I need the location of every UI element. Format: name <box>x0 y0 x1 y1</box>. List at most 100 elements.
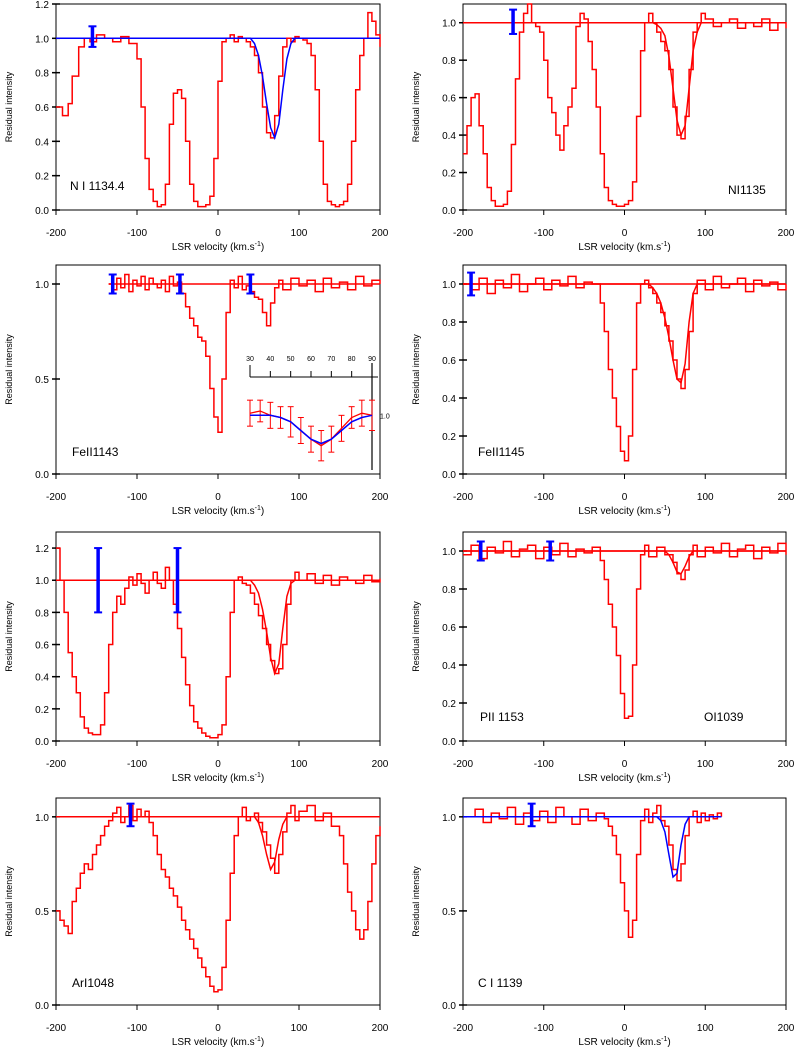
component-marker <box>546 540 555 562</box>
x-tick-label: 0 <box>622 228 628 239</box>
x-tick-label: -100 <box>534 228 554 239</box>
inset-tick-label: 70 <box>327 356 335 363</box>
component-marker <box>509 8 518 35</box>
y-tick-label: 0.5 <box>35 375 49 386</box>
chart-panel-8: -200 -100 0 100 200 0.0 0.5 1.0 LSR velocity (km… <box>411 797 795 1048</box>
x-axis-label: LSR velocity (km.s-1) <box>578 772 670 784</box>
x-tick-label: 200 <box>778 759 795 770</box>
y-axis-label: Residual intensity <box>4 601 14 672</box>
x-axis-label: LSR velocity (km.s-1) <box>172 772 264 784</box>
x-tick-label: -200 <box>46 759 66 770</box>
inset-tick-label: 50 <box>287 356 295 363</box>
chart-panel-3: -200 -100 0 100 200 0.0 0.5 1.0 LSR velocity (km… <box>4 264 390 517</box>
component-marker <box>108 273 117 295</box>
y-tick-label: 0.2 <box>35 705 49 716</box>
x-tick-label: 0 <box>215 759 221 770</box>
component-marker <box>246 273 255 295</box>
x-tick-label: -100 <box>127 492 147 503</box>
x-tick-label: 100 <box>697 759 714 770</box>
y-tick-label: 0.4 <box>35 673 49 684</box>
x-tick-label: -200 <box>453 492 473 503</box>
x-tick-label: 200 <box>778 228 795 239</box>
x-tick-label: 0 <box>622 1023 628 1034</box>
y-axis-label: Residual intensity <box>411 334 421 405</box>
y-tick-label: 0.0 <box>442 1001 456 1012</box>
component-marker <box>88 25 97 48</box>
ion-label: FeII1145 <box>478 445 525 459</box>
x-tick-label: 0 <box>215 492 221 503</box>
x-tick-label: 200 <box>372 492 389 503</box>
x-tick-label: -100 <box>127 228 147 239</box>
x-tick-label: 100 <box>291 759 308 770</box>
x-tick-label: 200 <box>778 1023 795 1034</box>
spectrum-data-series <box>56 804 381 993</box>
x-axis-label: LSR velocity (km.s-1) <box>578 505 670 517</box>
x-tick-label: -200 <box>453 228 473 239</box>
y-tick-label: 0.0 <box>35 1001 49 1012</box>
y-tick-label: 0.6 <box>442 356 456 367</box>
x-tick-label: -200 <box>46 492 66 503</box>
model-fit-series <box>463 283 786 385</box>
plot-frame <box>462 264 787 475</box>
y-tick-label: 0.4 <box>442 131 456 142</box>
y-tick-label: 0.4 <box>442 661 456 672</box>
spectrum-data-series <box>108 273 381 433</box>
model-fit-series <box>56 816 380 872</box>
spectrum-data-series <box>56 547 381 739</box>
inset-tick-label: 90 <box>368 356 376 363</box>
spectrum-data-series <box>463 540 787 719</box>
x-tick-label: -100 <box>127 1023 147 1034</box>
y-axis-label: Residual intensity <box>411 71 421 142</box>
y-tick-label: 0.2 <box>442 699 456 710</box>
ion-label: PII 1153 <box>480 710 524 724</box>
x-tick-label: -100 <box>534 759 554 770</box>
y-tick-label: 1.0 <box>442 280 456 291</box>
y-tick-label: 0.8 <box>442 56 456 67</box>
y-tick-label: 1.0 <box>442 19 456 30</box>
x-axis-label: LSR velocity (km.s-1) <box>578 241 670 253</box>
model-fit-series <box>56 37 380 141</box>
x-tick-label: -200 <box>453 1023 473 1034</box>
inset-plot: 30 40 50 60 70 80 90 1.0 <box>246 356 390 470</box>
y-tick-label: 1.0 <box>35 280 49 291</box>
x-axis-label: LSR velocity (km.s-1) <box>172 505 264 517</box>
x-tick-label: -100 <box>534 492 554 503</box>
component-marker <box>476 540 485 562</box>
spectrum-data-series <box>467 804 723 939</box>
y-tick-label: 0.0 <box>35 737 49 748</box>
x-axis-label: LSR velocity (km.s-1) <box>172 241 264 253</box>
y-tick-label: 0.6 <box>35 641 49 652</box>
y-tick-label: 1.0 <box>35 813 49 824</box>
x-tick-label: 200 <box>372 759 389 770</box>
x-tick-label: 100 <box>291 228 308 239</box>
y-tick-label: 0.8 <box>35 69 49 80</box>
y-tick-label: 0.0 <box>442 470 456 481</box>
x-tick-label: -200 <box>453 759 473 770</box>
component-marker <box>175 273 184 295</box>
inset-fit-series <box>250 414 373 445</box>
y-tick-label: 0.0 <box>35 470 49 481</box>
chart-panel-5: -200 -100 0 100 200 0.0 0.2 0.4 0.6 0.8 1.0 1.2 LSR … <box>4 531 744 784</box>
spectrum-data-series <box>463 273 787 462</box>
inset-tick-label: 30 <box>246 356 254 363</box>
inset-level-label: 1.0 <box>380 413 390 420</box>
component-marker <box>126 802 135 828</box>
ion-label: C I 1139 <box>478 976 523 990</box>
model-fit-series <box>463 816 722 879</box>
x-tick-label: -100 <box>534 1023 554 1034</box>
y-tick-label: 1.0 <box>442 813 456 824</box>
x-tick-label: 0 <box>622 759 628 770</box>
chart-panel-7: -200 -100 0 100 200 0.0 0.5 1.0 LSR velocity (km… <box>4 797 389 1048</box>
x-tick-label: 100 <box>697 492 714 503</box>
y-tick-label: 1.0 <box>35 34 49 45</box>
x-tick-label: -100 <box>127 759 147 770</box>
y-tick-label: 0.4 <box>35 137 49 148</box>
y-tick-label: 1.2 <box>35 544 49 555</box>
y-tick-label: 1.0 <box>35 576 49 587</box>
component-marker <box>94 547 103 614</box>
x-tick-label: 200 <box>778 492 795 503</box>
y-tick-label: 0.6 <box>442 623 456 634</box>
chart-panel-1: -200 -100 0 100 200 0.0 0.2 0.4 0.6 0.8 1.0 1.2 LSR … <box>4 0 389 253</box>
x-axis-label: LSR velocity (km.s-1) <box>172 1036 264 1048</box>
